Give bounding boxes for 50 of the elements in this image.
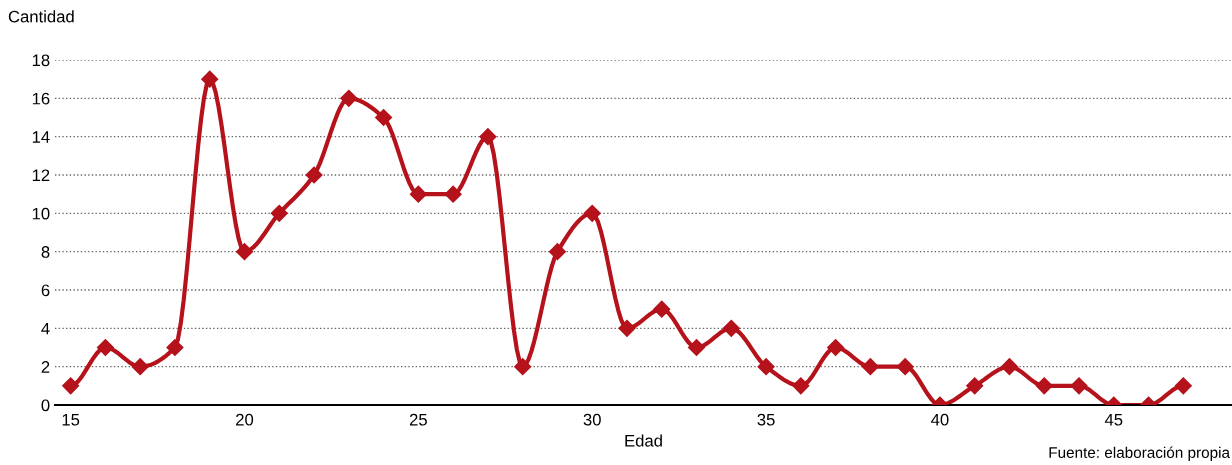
point xyxy=(722,319,740,337)
point xyxy=(827,338,845,357)
point xyxy=(653,300,671,318)
point xyxy=(757,358,775,376)
x-tick-label: 40 xyxy=(931,413,949,426)
y-tick-label: 0 xyxy=(41,399,50,412)
point xyxy=(966,377,984,395)
y-tick-label: 10 xyxy=(32,207,50,220)
point xyxy=(896,358,914,376)
y-tick-label: 16 xyxy=(32,92,50,105)
point xyxy=(62,377,80,395)
y-tick-label: 6 xyxy=(41,284,50,297)
point xyxy=(1070,377,1088,395)
point xyxy=(1174,377,1192,395)
point xyxy=(235,243,254,261)
x-tick-label: 20 xyxy=(236,413,254,426)
point xyxy=(861,358,879,376)
point xyxy=(96,338,114,357)
y-axis-title: Cantidad xyxy=(8,10,74,23)
y-tick-label: 12 xyxy=(32,169,50,182)
point xyxy=(618,319,636,337)
point xyxy=(201,70,219,88)
y-tick-label: 18 xyxy=(32,54,50,67)
point xyxy=(409,185,427,203)
point xyxy=(792,377,810,395)
point xyxy=(131,358,149,376)
x-tick-label: 45 xyxy=(1104,413,1123,426)
source-note: Fuente: elaboración propia xyxy=(1049,446,1231,461)
point xyxy=(583,204,601,222)
x-tick-label: 35 xyxy=(757,413,775,426)
point xyxy=(548,243,566,261)
x-tick-label: 25 xyxy=(409,413,427,426)
point xyxy=(514,358,532,376)
y-tick-label: 14 xyxy=(32,131,50,143)
point xyxy=(166,338,184,357)
point xyxy=(305,166,323,184)
point xyxy=(479,128,497,146)
x-tick-label: 30 xyxy=(583,413,601,426)
point xyxy=(340,89,358,107)
point xyxy=(687,338,706,357)
x-axis-title: Edad xyxy=(625,434,662,447)
point xyxy=(375,108,393,127)
x-tick-label: 15 xyxy=(62,413,80,426)
point xyxy=(270,204,288,222)
y-tick-label: 2 xyxy=(41,361,50,373)
point xyxy=(1035,377,1053,395)
point xyxy=(444,185,462,203)
y-tick-label: 8 xyxy=(41,246,50,258)
point xyxy=(1000,358,1019,376)
y-tick-label: 4 xyxy=(41,322,50,335)
